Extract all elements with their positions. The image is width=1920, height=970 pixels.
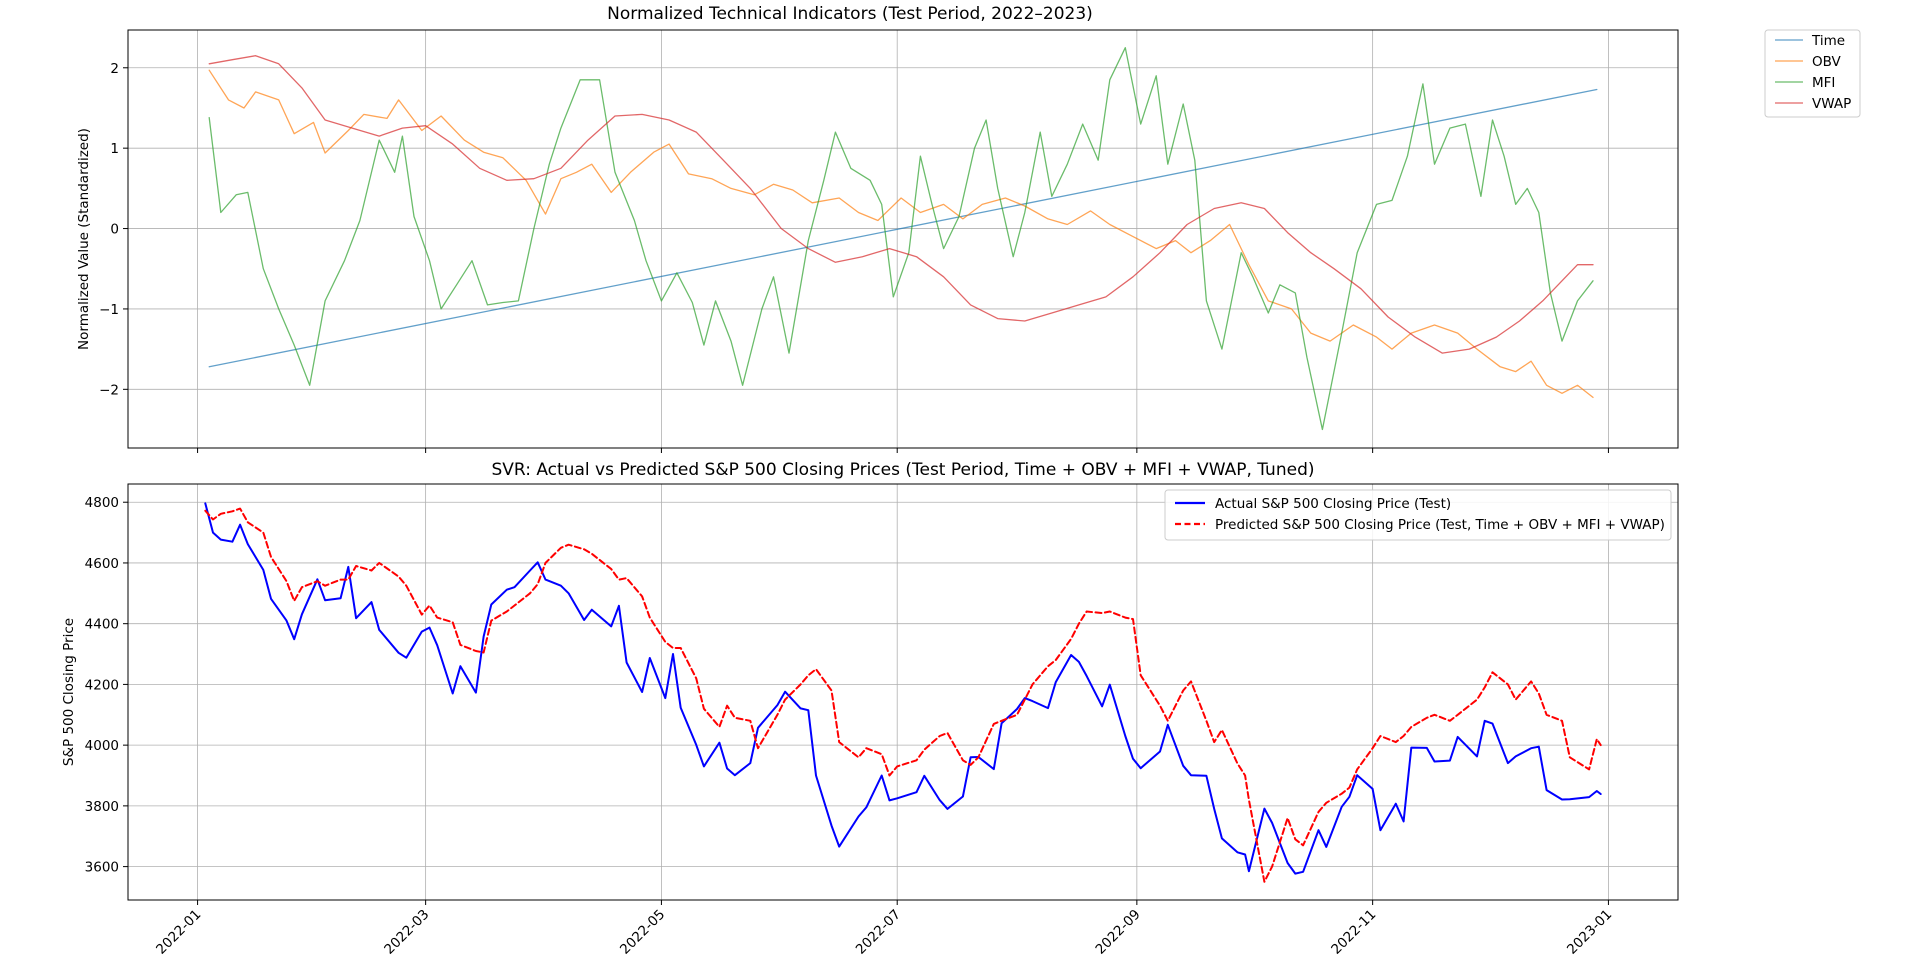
indicators-ytick-label-4: 2 [110,61,119,77]
indicators-y-ticks: −2 −1 0 1 2 [99,61,128,398]
legend-entry-time: Time [1775,33,1845,49]
indicators-legend: Time OBV MFI VWAP [1764,29,1861,118]
indicators-x-ticks [197,448,1609,453]
indicators-title: Normalized Technical Indicators (Test Pe… [607,4,1093,24]
indicators-series-mfi [208,47,1594,431]
legend-entry-vwap: VWAP [1775,96,1851,112]
price-y-axis-label: S&P 500 Closing Price [61,618,77,766]
price-ytick-label-0: 3600 [85,860,119,876]
indicators-series-obv [208,69,1594,399]
indicators-ytick-label-0: −2 [99,382,119,398]
price-axes-frame [127,483,1679,901]
indicators-ytick-label-1: −1 [99,302,119,318]
indicators-series [208,47,1598,431]
price-ytick-label-6: 4800 [85,495,119,511]
indicators-subplot: Normalized Technical Indicators (Test Pe… [76,4,1679,453]
legend-label-actual: Actual S&P 500 Closing Price (Test) [1215,496,1451,512]
legend-entry-actual: Actual S&P 500 Closing Price (Test) [1175,496,1451,512]
indicators-legend-frame [1764,29,1861,118]
indicators-series-vwap [208,55,1594,354]
indicators-series-time [208,88,1598,368]
legend-entry-mfi: MFI [1775,75,1835,91]
price-grid [128,484,1678,900]
price-legend-frame [1164,489,1672,541]
price-series-actual-s-p-500-closing-price-test [204,502,1602,875]
legend-label-obv: OBV [1812,54,1841,70]
legend-label-time: Time [1811,33,1845,49]
legend-label-mfi: MFI [1812,75,1835,91]
price-ytick-label-2: 4000 [85,738,119,754]
price-ytick-label-3: 4200 [85,677,119,693]
price-ytick-label-1: 3800 [85,799,119,815]
price-title: SVR: Actual vs Predicted S&P 500 Closing… [492,460,1315,480]
legend-label-predicted: Predicted S&P 500 Closing Price (Test, T… [1215,517,1665,533]
legend-entry-obv: OBV [1775,54,1841,70]
price-y-ticks: 3600 3800 4000 4200 4400 4600 4800 [85,495,128,876]
legend-entry-predicted: Predicted S&P 500 Closing Price (Test, T… [1175,517,1665,533]
price-ytick-label-5: 4600 [85,556,119,572]
price-series [204,502,1602,883]
price-series-predicted-s-p-500-closing-price-test-tim [204,507,1602,883]
price-ytick-label-4: 4400 [85,617,119,633]
price-legend: Actual S&P 500 Closing Price (Test) Pred… [1164,489,1672,541]
legend-label-vwap: VWAP [1812,96,1851,112]
indicators-ytick-label-3: 1 [110,141,119,157]
indicators-ytick-label-2: 0 [110,222,119,238]
indicators-axes-frame [127,29,1679,449]
indicators-y-axis-label: Normalized Value (Standardized) [76,128,92,350]
